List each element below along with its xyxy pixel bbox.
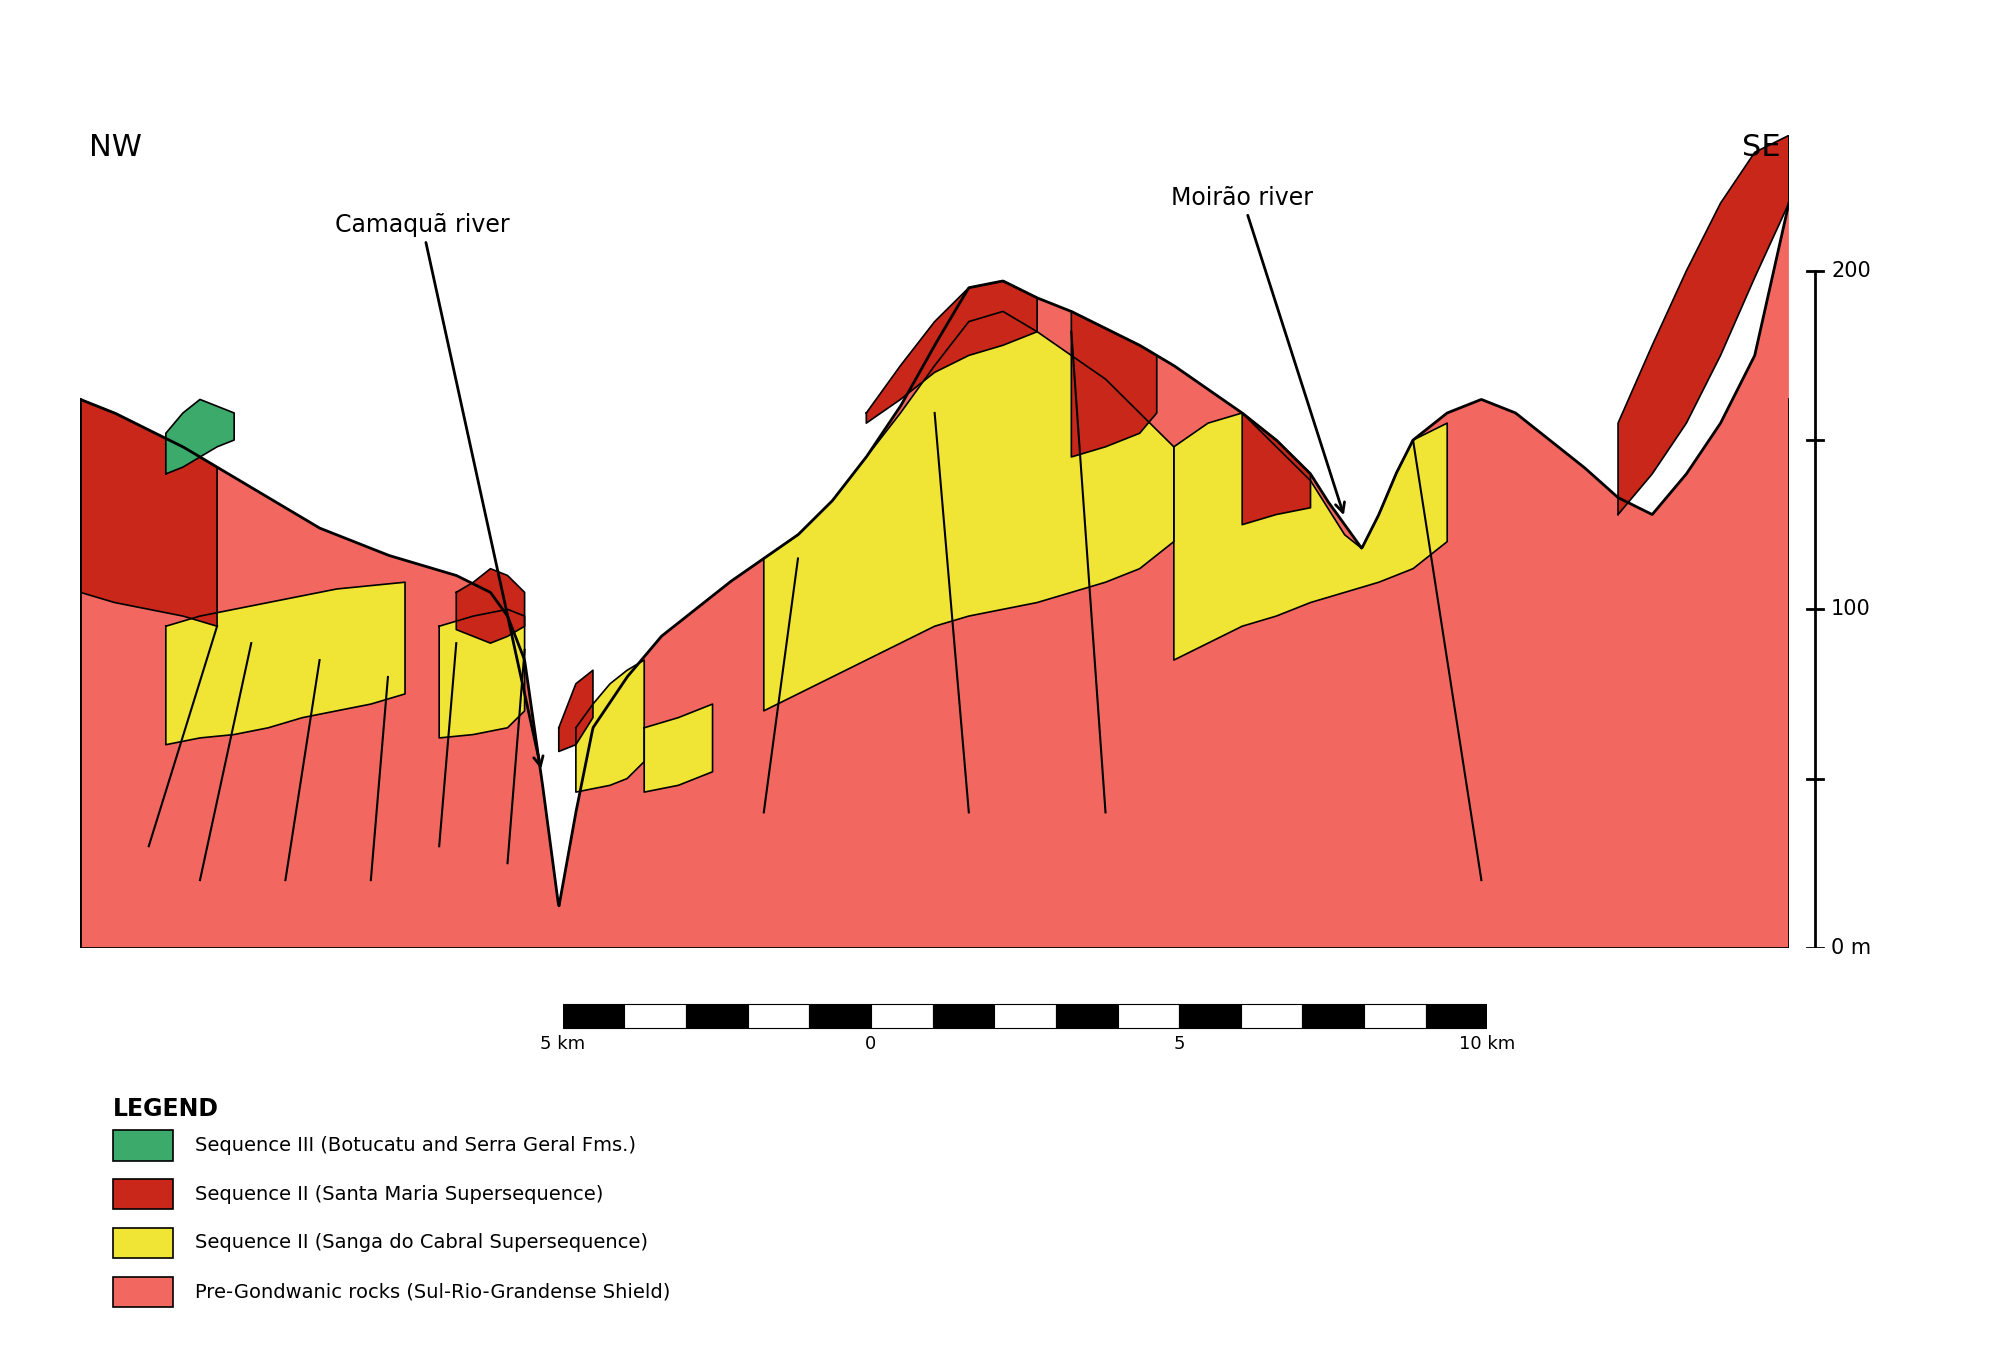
- Text: 200: 200: [1831, 261, 1871, 280]
- Polygon shape: [167, 582, 406, 745]
- Text: LEGEND: LEGEND: [113, 1097, 219, 1121]
- Bar: [1425, 1003, 1487, 1028]
- Bar: [685, 1003, 748, 1028]
- Text: Camaquã river: Camaquã river: [336, 213, 543, 766]
- Polygon shape: [559, 670, 593, 751]
- Text: 0: 0: [866, 1036, 876, 1053]
- Bar: [1055, 1003, 1118, 1028]
- Bar: [1180, 1003, 1240, 1028]
- Text: Sequence II (Sanga do Cabral Supersequence): Sequence II (Sanga do Cabral Supersequen…: [195, 1233, 647, 1252]
- Bar: [1302, 1003, 1365, 1028]
- Polygon shape: [866, 282, 1037, 422]
- Text: NW: NW: [88, 134, 143, 162]
- Polygon shape: [764, 311, 1174, 711]
- Text: Pre-Gondwanic rocks (Sul-Rio-Grandense Shield): Pre-Gondwanic rocks (Sul-Rio-Grandense S…: [195, 1282, 669, 1301]
- Bar: [810, 1003, 870, 1028]
- Bar: [1365, 1003, 1425, 1028]
- Text: Moirão river: Moirão river: [1172, 185, 1345, 512]
- Text: SE: SE: [1743, 134, 1781, 162]
- Bar: [1240, 1003, 1302, 1028]
- Bar: [1118, 1003, 1180, 1028]
- Text: 5: 5: [1174, 1036, 1186, 1053]
- Text: 100: 100: [1831, 600, 1871, 619]
- Polygon shape: [167, 399, 235, 474]
- Polygon shape: [577, 661, 645, 792]
- Polygon shape: [1071, 311, 1158, 458]
- Bar: [113, 1277, 173, 1307]
- Text: Sequence II (Santa Maria Supersequence): Sequence II (Santa Maria Supersequence): [195, 1185, 603, 1204]
- Text: 0 m: 0 m: [1831, 938, 1871, 957]
- Bar: [933, 1003, 995, 1028]
- Polygon shape: [1174, 413, 1447, 661]
- Polygon shape: [645, 704, 714, 792]
- Polygon shape: [80, 203, 1789, 948]
- Bar: [563, 1003, 625, 1028]
- Bar: [625, 1003, 685, 1028]
- Polygon shape: [1242, 413, 1311, 524]
- Polygon shape: [440, 609, 525, 738]
- Bar: [113, 1131, 173, 1160]
- Bar: [995, 1003, 1055, 1028]
- Polygon shape: [80, 399, 217, 626]
- Bar: [748, 1003, 810, 1028]
- Polygon shape: [456, 569, 525, 643]
- Bar: [113, 1179, 173, 1209]
- Text: Sequence III (Botucatu and Serra Geral Fms.): Sequence III (Botucatu and Serra Geral F…: [195, 1136, 635, 1155]
- Text: 5 km: 5 km: [541, 1036, 585, 1053]
- Bar: [870, 1003, 933, 1028]
- Text: 10 km: 10 km: [1459, 1036, 1516, 1053]
- Bar: [113, 1228, 173, 1258]
- Polygon shape: [1618, 135, 1789, 515]
